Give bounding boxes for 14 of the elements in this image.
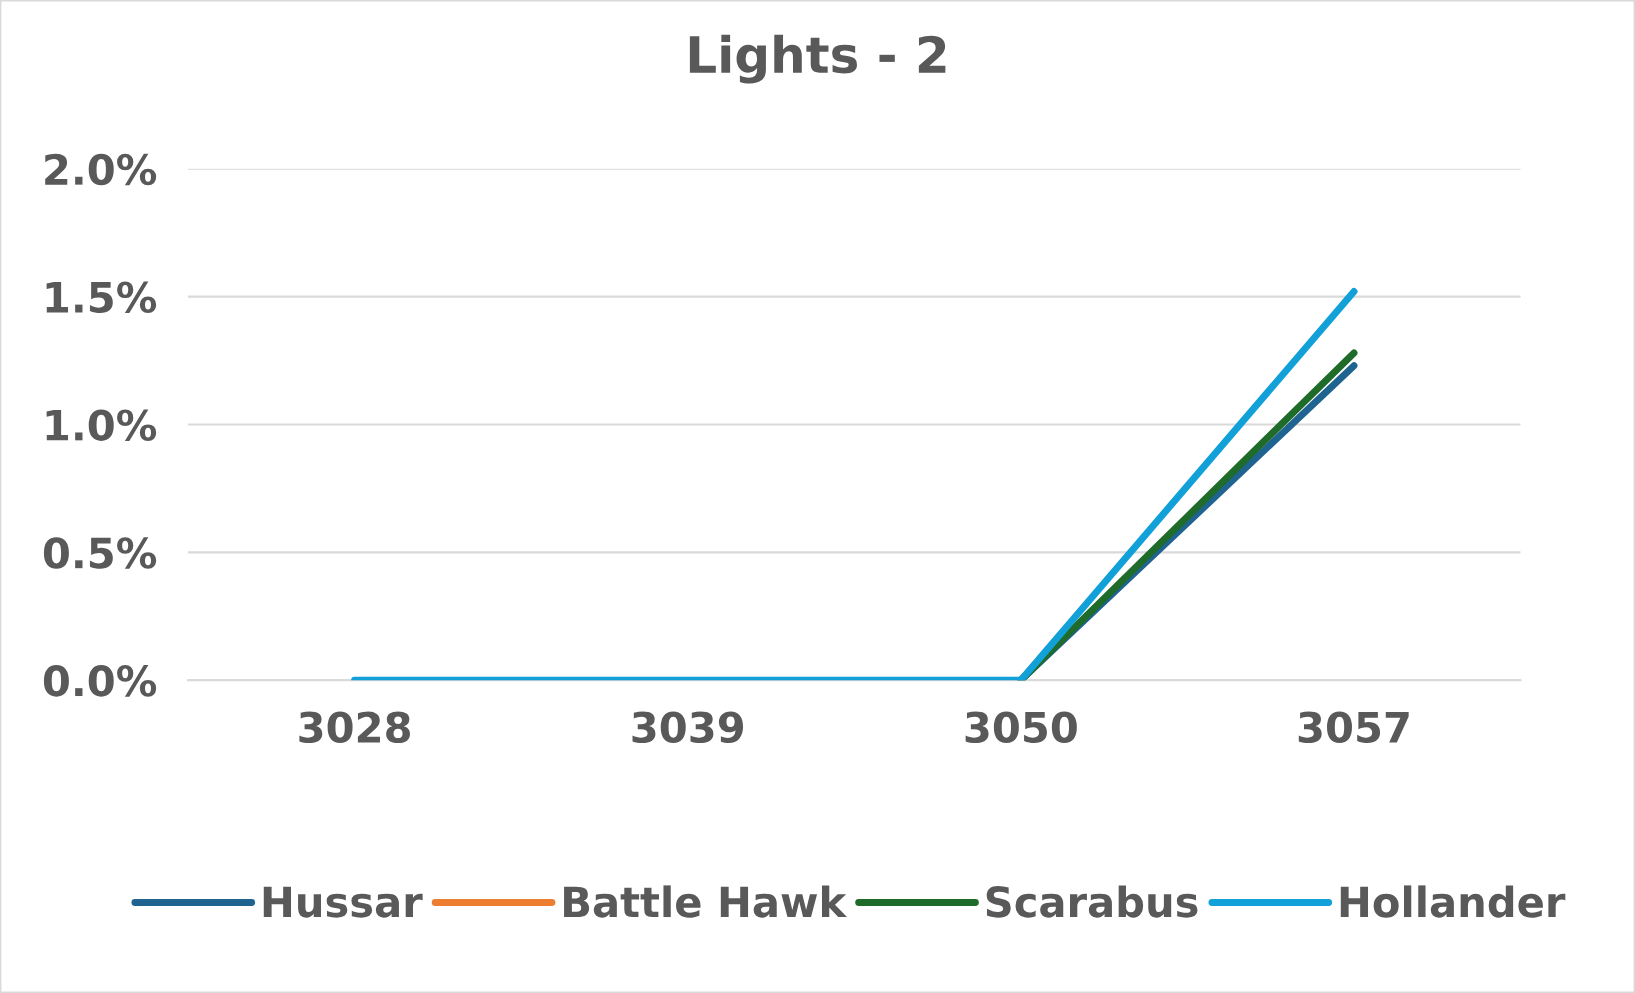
x-tick-label: 3028 — [299, 711, 410, 744]
x-tick-label: 3057 — [1298, 711, 1409, 744]
x-tick-label: 3039 — [632, 711, 744, 744]
x-tick-label: 3050 — [965, 711, 1077, 744]
legend-label: Battle Hawk — [564, 885, 847, 918]
y-tick-label: 1.0% — [46, 409, 157, 441]
y-tick-label: 0.0% — [43, 665, 157, 697]
y-tick-label: 0.5% — [43, 537, 157, 569]
legend-label: Hussar — [263, 886, 423, 918]
y-tick-label: 2.0% — [45, 153, 157, 186]
chart-title: Lights - 2 — [689, 34, 946, 84]
y-tick-label: 1.5% — [46, 281, 157, 314]
legend-label: Scarabus — [986, 885, 1198, 918]
legend-label: Hollander — [1340, 885, 1566, 918]
